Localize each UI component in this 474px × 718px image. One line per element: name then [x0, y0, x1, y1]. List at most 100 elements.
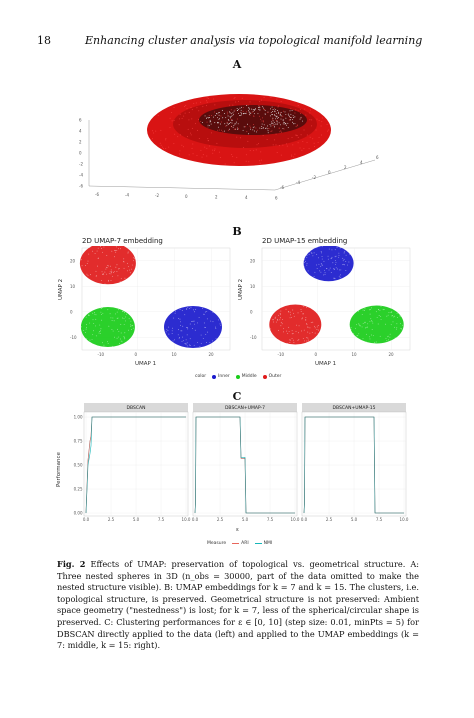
outer-sphere-point: [297, 104, 299, 106]
inner-cluster-point: [319, 270, 321, 272]
middle-cluster-point: [390, 311, 392, 313]
inner-sphere-point: [269, 115, 271, 117]
y-tick-label: 10: [70, 284, 76, 289]
middle-cluster-point: [354, 327, 356, 329]
outer-sphere-point: [237, 128, 239, 130]
outer-sphere-point: [177, 136, 179, 138]
outer-sphere-point: [190, 106, 192, 108]
outer-cluster-point: [110, 280, 112, 282]
inner-sphere-point: [291, 110, 293, 111]
inner-cluster-point: [212, 340, 214, 342]
middle-cluster-point: [95, 314, 97, 316]
middle-cluster-point: [383, 309, 385, 310]
inner-sphere-point: [207, 124, 209, 126]
middle-cluster-point: [377, 323, 379, 325]
outer-cluster-point: [120, 278, 122, 280]
outer-cluster-point: [102, 273, 104, 275]
middle-cluster-point: [117, 317, 119, 319]
middle-cluster-point: [109, 313, 111, 315]
outer-sphere-point: [233, 162, 235, 164]
middle-cluster-point: [368, 309, 370, 311]
performance-ylabel: Performance: [56, 452, 62, 487]
outer-cluster-point: [113, 271, 115, 273]
outer-cluster-point: [114, 256, 116, 258]
inner-sphere-point: [267, 132, 269, 134]
inner-cluster-point: [193, 309, 194, 311]
inner-cluster-point: [198, 317, 200, 319]
middle-cluster-point: [89, 322, 91, 324]
inner-cluster-point: [316, 267, 318, 269]
outer-cluster-point: [87, 260, 89, 262]
x-tick-label: 0.0: [83, 517, 90, 522]
middle-cluster-point: [94, 313, 96, 315]
inner-cluster-point: [199, 345, 201, 347]
outer-cluster-point: [288, 330, 290, 332]
x-tick-label: 10.0: [400, 517, 409, 522]
outer-cluster-point: [115, 250, 116, 251]
inner-sphere-point: [212, 116, 214, 118]
inner-sphere-point: [271, 123, 273, 125]
inner-sphere-point: [217, 126, 219, 128]
outer-sphere-point: [259, 101, 261, 103]
outer-sphere-point: [200, 101, 202, 103]
inner-cluster-point: [335, 261, 337, 263]
outer-cluster-point: [101, 247, 103, 249]
middle-cluster-point: [387, 336, 389, 338]
outer-sphere-point: [193, 102, 195, 104]
outer-cluster-point: [316, 326, 318, 328]
outer-sphere-point: [303, 129, 305, 131]
outer-cluster-point: [279, 313, 281, 314]
outer-sphere-point: [294, 112, 296, 114]
inner-sphere-point: [275, 116, 277, 118]
outer-sphere-point: [280, 154, 282, 156]
outer-sphere-point: [295, 109, 297, 111]
outer-cluster-point: [134, 257, 135, 259]
inner-cluster-point: [189, 345, 191, 347]
inner-sphere-point: [227, 119, 229, 120]
outer-cluster-point: [287, 343, 289, 345]
inner-cavity: [199, 105, 307, 135]
inner-sphere-point: [284, 123, 286, 125]
inner-sphere-point: [288, 116, 290, 118]
outer-sphere-point: [270, 130, 272, 132]
inner-sphere-point: [252, 109, 254, 111]
inner-sphere-point: [272, 114, 274, 116]
umap7-xlabel: UMAP 1: [135, 361, 157, 367]
inner-sphere-point: [239, 107, 241, 109]
outer-sphere-point: [291, 137, 293, 139]
panel-c-legend: Measure ARI NMI: [207, 541, 272, 546]
inner-sphere-point: [285, 124, 287, 126]
outer-sphere-point: [227, 113, 229, 115]
inner-cluster-point: [318, 257, 320, 259]
inner-sphere-point: [224, 123, 226, 125]
x-tick-label: -10: [278, 352, 285, 357]
middle-cluster-point: [108, 325, 110, 327]
inner-sphere-point: [253, 109, 255, 111]
outer-sphere-point: [296, 135, 298, 137]
middle-cluster-point: [400, 315, 402, 317]
middle-cluster-point: [364, 308, 366, 310]
y-tick-label: 6: [376, 155, 379, 160]
outer-cluster-point: [286, 330, 288, 332]
middle-cluster: [80, 307, 135, 348]
middle-cluster-point: [358, 324, 360, 326]
outer-cluster-point: [307, 326, 309, 328]
inner-cluster-point: [340, 269, 342, 271]
outer-sphere-point: [256, 144, 258, 146]
outer-cluster-point: [274, 316, 276, 318]
middle-cluster-point: [100, 330, 102, 332]
inner-sphere-point: [264, 109, 266, 111]
inner-cluster-point: [320, 265, 322, 267]
outer-sphere-point: [276, 152, 278, 154]
outer-cluster-point: [127, 266, 129, 268]
outer-cluster-point: [282, 318, 284, 320]
middle-cluster-point: [379, 335, 381, 337]
inner-cluster-point: [207, 331, 209, 333]
outer-cluster-point: [292, 309, 294, 311]
middle-cluster-point: [380, 315, 382, 317]
panel-a-x-ticks: -6 -4 -2 0 2 4 6: [95, 192, 278, 201]
outer-sphere-point: [296, 125, 298, 127]
middle-cluster-point: [112, 330, 114, 332]
outer-sphere-point: [263, 109, 265, 111]
outer-cluster-point: [116, 271, 118, 272]
